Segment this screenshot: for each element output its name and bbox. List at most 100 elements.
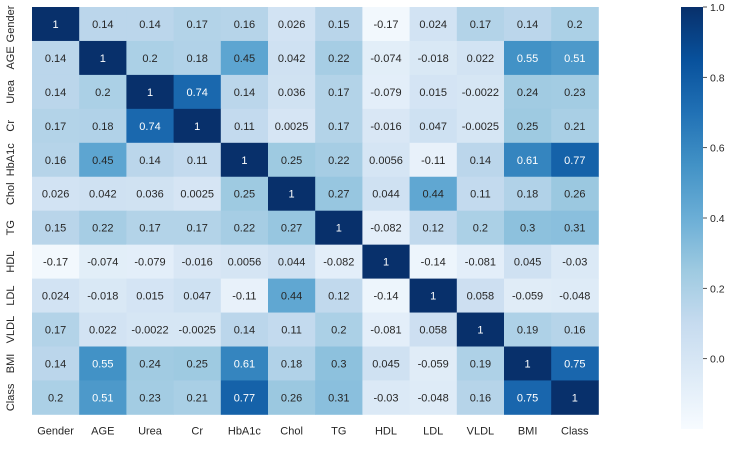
- cell-value-label: 0.0025: [275, 121, 309, 133]
- heatmap-cell: [268, 40, 316, 76]
- heatmap-cell: [79, 210, 127, 246]
- cell-value-label: 0.11: [187, 155, 208, 167]
- heatmap-cell: [32, 346, 80, 381]
- heatmap-cell: [315, 210, 363, 246]
- cell-value-label: 0.12: [422, 223, 443, 235]
- cell-value-label: -0.081: [465, 257, 496, 269]
- cell-value-label: 0.45: [92, 155, 113, 167]
- heatmap-cell: [220, 142, 269, 178]
- heatmap-cell: [362, 380, 410, 415]
- cell-value-label: -0.016: [370, 121, 401, 133]
- cell-value-label: -0.17: [43, 257, 68, 269]
- cell-value-label: 0.17: [186, 19, 207, 31]
- x-axis-tick-labels: Gender AGE Urea Cr HbA1c Chol TG HDL LDL VLDL BMI C…: [37, 425, 589, 437]
- heatmap-cell: [409, 40, 458, 76]
- heatmap-cell: [362, 40, 410, 76]
- cell-value-label: -0.018: [87, 291, 118, 303]
- cell-value-label: 0.0056: [228, 257, 262, 269]
- heatmap-cell: [362, 312, 410, 347]
- cell-value-label: 0.14: [92, 19, 113, 31]
- heatmap-cell: [173, 176, 222, 212]
- cell-value-label: 0.77: [234, 392, 255, 404]
- cell-value-label: 0.31: [328, 392, 349, 404]
- cell-value-label: -0.14: [421, 257, 446, 269]
- heatmap-cell: [126, 312, 174, 347]
- heatmap-cell: [173, 40, 222, 76]
- heatmap-cell: [504, 244, 552, 279]
- cell-value-label: 0.058: [467, 291, 495, 303]
- heatmap-cell: [126, 278, 174, 313]
- x-tick-label: HbA1c: [228, 425, 262, 437]
- heatmap-cell: [268, 244, 316, 279]
- heatmap-cell: [268, 7, 316, 42]
- cell-value-label: -0.059: [418, 358, 449, 370]
- heatmap-cell: [456, 210, 505, 246]
- cell-value-label: 0.16: [234, 19, 255, 31]
- y-tick-label: Class: [5, 383, 17, 411]
- cell-value-label: 0.047: [183, 291, 211, 303]
- heatmap-cell: [126, 380, 174, 415]
- cell-value-label: 0.042: [278, 53, 306, 65]
- heatmap-cell: [268, 176, 316, 212]
- cell-value-label: -0.14: [373, 291, 398, 303]
- heatmap-cell: [220, 7, 269, 42]
- cell-value-label: 0.51: [92, 392, 113, 404]
- heatmap-cell: [315, 74, 363, 110]
- cell-value-label: 0.21: [186, 392, 207, 404]
- cell-value-label: 0.2: [142, 53, 157, 65]
- cell-value-label: 0.2: [567, 19, 582, 31]
- x-tick-label: TG: [331, 425, 346, 437]
- cell-value-label: 0.45: [234, 53, 255, 65]
- heatmap-cell: [551, 40, 599, 76]
- cell-value-label: 0.75: [564, 358, 585, 370]
- cell-value-label: 0.25: [517, 121, 538, 133]
- cell-value-label: 0.22: [92, 223, 113, 235]
- heatmap-cell: [409, 278, 458, 313]
- heatmap-cell: [409, 74, 458, 110]
- x-tick-label: BMI: [518, 425, 538, 437]
- heatmap-cell: [220, 108, 269, 144]
- heatmap-cell: [268, 346, 316, 381]
- cell-value-label: 0.19: [470, 358, 491, 370]
- heatmap-cell: [126, 244, 174, 279]
- heatmap-cell: [315, 7, 363, 42]
- cell-value-label: 1: [147, 87, 153, 99]
- colorbar: 0.0 0.2 0.4 0.6 0.8 1.0: [681, 2, 725, 429]
- cell-value-label: 0.045: [514, 257, 542, 269]
- cell-value-label: 0.0025: [180, 189, 214, 201]
- y-tick-label: Cr: [5, 120, 17, 132]
- cell-value-label: 0.047: [419, 121, 447, 133]
- x-tick-label: LDL: [423, 425, 443, 437]
- heatmap-cell: [504, 40, 552, 76]
- heatmap-cell: [220, 244, 269, 279]
- cell-value-label: 1: [100, 53, 106, 65]
- colorbar-tick-label: 1.0: [710, 2, 725, 14]
- heatmap-cell: [268, 380, 316, 415]
- cell-value-label: 1: [383, 257, 389, 269]
- cell-value-label: 0.77: [564, 155, 585, 167]
- cell-value-label: 0.14: [517, 19, 538, 31]
- cell-value-label: 0.18: [92, 121, 113, 133]
- heatmap-cell: [551, 312, 599, 347]
- cell-value-label: 1: [430, 291, 436, 303]
- heatmap-cell: [362, 74, 410, 110]
- heatmap-cell: [315, 40, 363, 76]
- heatmap-cell: [456, 380, 505, 415]
- heatmap-cell: [32, 108, 80, 144]
- heatmap-cell: [173, 7, 222, 42]
- y-tick-label: LDL: [5, 285, 17, 305]
- cell-value-label: 1: [241, 155, 247, 167]
- heatmap-cell: [32, 312, 80, 347]
- heatmap-cell: [504, 176, 552, 212]
- cell-value-label: 0.16: [470, 392, 491, 404]
- heatmap-cell: [504, 312, 552, 347]
- colorbar-tick-label: 0.4: [710, 213, 725, 225]
- heatmap-cell: [32, 210, 80, 246]
- heatmap-cell: [173, 244, 222, 279]
- x-tick-label: Gender: [37, 425, 74, 437]
- cell-value-label: 0.25: [186, 358, 207, 370]
- cell-value-label: 0.75: [517, 392, 538, 404]
- heatmap-cell: [362, 244, 410, 279]
- y-tick-label: BMI: [5, 354, 17, 374]
- cell-value-label: 0.44: [422, 189, 443, 201]
